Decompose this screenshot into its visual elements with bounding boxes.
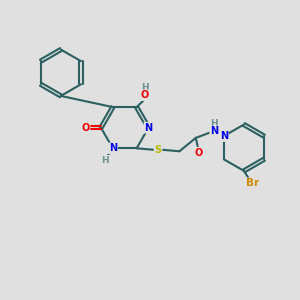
- Text: S: S: [154, 145, 162, 155]
- Text: N: N: [109, 143, 117, 153]
- Text: O: O: [81, 123, 90, 133]
- Text: O: O: [141, 90, 149, 100]
- Text: H: H: [210, 119, 218, 128]
- Text: H: H: [102, 156, 109, 165]
- Text: Br: Br: [246, 178, 259, 188]
- Text: N: N: [220, 131, 228, 141]
- Text: N: N: [210, 126, 218, 136]
- Text: O: O: [194, 148, 202, 158]
- Text: N: N: [145, 123, 153, 133]
- Text: H: H: [141, 83, 149, 92]
